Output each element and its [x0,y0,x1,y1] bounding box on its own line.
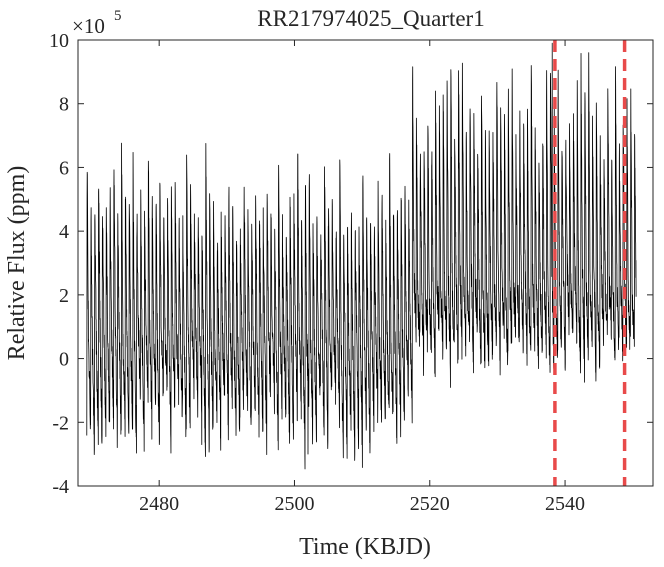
y-axis: -4 -2 0 2 4 6 8 10 [49,30,653,498]
x-axis-label: Time (KBJD) [299,534,431,560]
y-tick-label: -2 [52,412,69,434]
plot-area [77,39,654,487]
x-tick-label: 2540 [545,493,585,515]
series-group [86,42,637,470]
y-exponent-power: 5 [114,8,122,24]
x-tick-label: 2480 [139,493,179,515]
y-exponent-label: ×10 5 [72,8,122,38]
y-tick-label: 2 [59,285,69,307]
y-tick-label: -4 [52,476,69,498]
chart-title: RR217974025_Quarter1 [257,6,484,31]
x-tick-label: 2500 [274,493,314,515]
y-tick-label: 6 [59,157,69,179]
x-tick-label: 2520 [410,493,450,515]
event-markers [553,40,627,486]
y-tick-label: 4 [59,221,69,243]
x-axis: 2480 2500 2520 2540 [139,40,585,515]
y-axis-label: Relative Flux (ppm) [4,166,30,361]
flux-series-line [86,42,637,470]
y-tick-label: 8 [59,94,69,116]
plot-frame [77,39,654,487]
y-exponent-base: ×10 [72,14,105,38]
y-tick-label: 0 [59,349,69,371]
y-tick-label: 10 [49,30,69,52]
